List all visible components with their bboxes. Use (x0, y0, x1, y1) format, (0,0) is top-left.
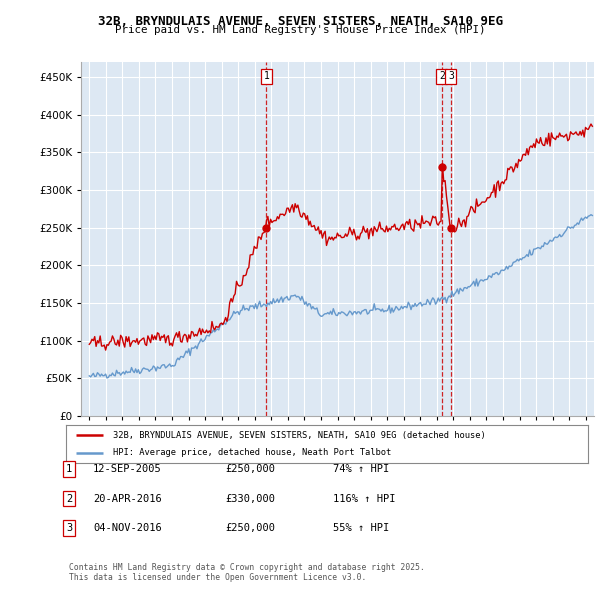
Text: 74% ↑ HPI: 74% ↑ HPI (333, 464, 389, 474)
Text: 04-NOV-2016: 04-NOV-2016 (93, 523, 162, 533)
Text: 32B, BRYNDULAIS AVENUE, SEVEN SISTERS, NEATH, SA10 9EG (detached house): 32B, BRYNDULAIS AVENUE, SEVEN SISTERS, N… (113, 431, 486, 440)
Text: 3: 3 (448, 71, 454, 81)
Text: 55% ↑ HPI: 55% ↑ HPI (333, 523, 389, 533)
Text: 32B, BRYNDULAIS AVENUE, SEVEN SISTERS, NEATH, SA10 9EG: 32B, BRYNDULAIS AVENUE, SEVEN SISTERS, N… (97, 15, 503, 28)
Text: HPI: Average price, detached house, Neath Port Talbot: HPI: Average price, detached house, Neat… (113, 448, 391, 457)
Text: £250,000: £250,000 (225, 464, 275, 474)
Text: 1: 1 (66, 464, 72, 474)
Text: Contains HM Land Registry data © Crown copyright and database right 2025.: Contains HM Land Registry data © Crown c… (69, 563, 425, 572)
Text: 20-APR-2016: 20-APR-2016 (93, 494, 162, 503)
Text: 116% ↑ HPI: 116% ↑ HPI (333, 494, 395, 503)
Text: 2: 2 (66, 494, 72, 503)
Text: Price paid vs. HM Land Registry's House Price Index (HPI): Price paid vs. HM Land Registry's House … (115, 25, 485, 35)
Text: 3: 3 (66, 523, 72, 533)
Text: £250,000: £250,000 (225, 523, 275, 533)
Text: 2: 2 (439, 71, 445, 81)
Text: This data is licensed under the Open Government Licence v3.0.: This data is licensed under the Open Gov… (69, 573, 367, 582)
Text: 1: 1 (263, 71, 269, 81)
Text: £330,000: £330,000 (225, 494, 275, 503)
Text: 12-SEP-2005: 12-SEP-2005 (93, 464, 162, 474)
